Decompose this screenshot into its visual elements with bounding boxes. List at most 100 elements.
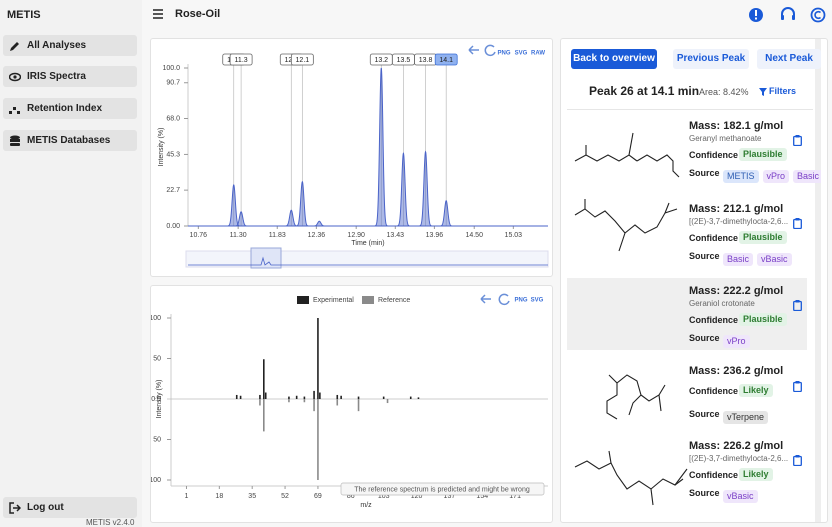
- peak-label[interactable]: 12.1: [296, 57, 310, 64]
- mass-value: 226.2 g/mol: [723, 440, 784, 452]
- copy-button[interactable]: [793, 453, 802, 471]
- copy-icon: [793, 381, 802, 393]
- mass-value: 236.2 g/mol: [723, 365, 784, 377]
- icon: [9, 502, 21, 514]
- toolbar-button[interactable]: PNG: [514, 298, 527, 304]
- candidate-row[interactable]: Mass: 182.1 g/mol Geranyl methanoate Confi…: [567, 113, 821, 193]
- peak-label[interactable]: 11.3: [235, 57, 248, 64]
- source-tag[interactable]: METIS: [723, 170, 759, 183]
- nav-label: Retention Index: [27, 103, 103, 114]
- peak[interactable]: [439, 200, 453, 227]
- y-tick-label: 100: [151, 477, 161, 484]
- legend-label[interactable]: Reference: [378, 297, 410, 304]
- copy-button[interactable]: [793, 133, 802, 151]
- candidate-row[interactable]: Mass: 226.2 g/mol [(2E)-3,7-dimethylocta-…: [567, 433, 807, 513]
- source-tag[interactable]: vPro: [762, 170, 790, 183]
- source-tag[interactable]: vTerpene: [723, 411, 769, 424]
- note-box: [340, 482, 545, 496]
- nav-item[interactable]: IRIS Spectra: [3, 66, 137, 87]
- mass-value: 222.2 g/mol: [723, 285, 784, 297]
- legend-label[interactable]: Experimental: [313, 297, 354, 304]
- x-tick-label: 14.50: [465, 232, 483, 239]
- nav-button[interactable]: Next Peak: [757, 49, 821, 69]
- menu-icon[interactable]: [152, 8, 164, 20]
- peak[interactable]: [312, 220, 326, 227]
- peak-label[interactable]: 13.2: [374, 57, 388, 64]
- source-tag[interactable]: vBasic: [723, 490, 758, 503]
- nav-button[interactable]: Previous Peak: [673, 49, 749, 69]
- filters-button[interactable]: Filters: [759, 86, 796, 96]
- copy-button[interactable]: [793, 298, 802, 316]
- x-tick-label: 13.96: [426, 232, 444, 239]
- nav-item[interactable]: METIS Databases: [3, 130, 137, 151]
- x-tick-label: 13.43: [387, 232, 405, 239]
- x-tick-label: 15.03: [505, 232, 523, 239]
- confidence-label: Confidence: [689, 150, 739, 160]
- header-icons[interactable]: [748, 6, 832, 24]
- y-tick-label: 45.3: [166, 151, 180, 158]
- x-tick-label: 137: [444, 493, 456, 500]
- source-label: Source: [689, 251, 720, 261]
- candidate-name: [(2E)-3,7-dimethylocta-2,6...: [689, 217, 789, 226]
- confidence-label: Confidence: [689, 315, 739, 325]
- peak-title: Peak 26 at 14.1 min: [589, 84, 700, 98]
- peak[interactable]: [284, 209, 298, 227]
- divider: [567, 109, 813, 110]
- candidate-row[interactable]: Mass: 212.1 g/mol [(2E)-3,7-dimethylocta-…: [567, 196, 807, 276]
- filters-label[interactable]: Filters: [769, 86, 797, 96]
- source-tag[interactable]: Basic: [793, 170, 821, 183]
- peak[interactable]: [227, 184, 241, 227]
- spectrum-panel: PNG SVG Experimental Reference 50 100 50 100 0.0…: [150, 285, 553, 523]
- confidence-tag: Plausible: [739, 148, 787, 161]
- logout-button[interactable]: Log out: [3, 497, 137, 518]
- candidate-row[interactable]: Mass: 236.2 g/mol Confidence Likely Source v…: [567, 351, 807, 431]
- toolbar-button[interactable]: RAW: [531, 51, 545, 57]
- peak[interactable]: [234, 211, 248, 227]
- legend-swatch[interactable]: [297, 296, 309, 304]
- scrollbar[interactable]: [815, 39, 821, 522]
- x-tick-label: 12.90: [347, 232, 365, 239]
- peak-label[interactable]: 13.8: [419, 57, 433, 64]
- mass-label: Mass:: [689, 203, 721, 215]
- nav-item[interactable]: All Analyses: [3, 35, 137, 56]
- source-tag[interactable]: vPro: [723, 335, 750, 348]
- peak-label[interactable]: 14.1: [439, 57, 453, 64]
- peak-label[interactable]: 13.5: [397, 57, 411, 64]
- source-tag[interactable]: vBasic: [757, 253, 792, 266]
- nav-button[interactable]: Back to overview: [571, 49, 657, 69]
- legend-swatch[interactable]: [362, 296, 374, 304]
- nav-item[interactable]: Retention Index: [3, 98, 137, 119]
- toolbar-button[interactable]: SVG: [531, 298, 544, 304]
- filter-icon: [759, 88, 767, 96]
- peak[interactable]: [418, 150, 433, 227]
- x-tick-label: 103: [378, 493, 390, 500]
- icon: [10, 135, 20, 146]
- x-tick-label: 86: [347, 493, 355, 500]
- y-axis-label: Intensity (%): [158, 128, 165, 167]
- peak[interactable]: [295, 180, 309, 227]
- peak[interactable]: [374, 67, 388, 227]
- peak[interactable]: [396, 152, 410, 227]
- candidate-mass: Mass: 236.2 g/mol: [689, 365, 783, 377]
- toolbar[interactable]: [468, 44, 496, 57]
- toolbar-button[interactable]: SVG: [515, 51, 528, 57]
- spectrum: PNG SVG Experimental Reference 50 100 50 100 0.0…: [151, 293, 548, 509]
- source-tag[interactable]: Basic: [723, 253, 754, 266]
- peak-label-box[interactable]: [434, 53, 458, 66]
- main: Rose-Oil PNG SVG RAW 0.00 22.7 45.3 68.0 90.7 10…: [142, 0, 832, 527]
- y-tick-label: 0.00: [166, 223, 180, 230]
- peak-label-box[interactable]: [290, 53, 314, 66]
- overview-window[interactable]: [250, 247, 282, 269]
- copy-button[interactable]: [793, 379, 802, 397]
- y-tick-label: 0.0: [151, 396, 161, 403]
- toolbar-button[interactable]: PNG: [497, 51, 510, 57]
- nav-label: IRIS Spectra: [27, 71, 86, 82]
- y-tick-label: 100: [151, 315, 161, 322]
- copy-button[interactable]: [793, 216, 802, 234]
- peak-label-box[interactable]: [229, 53, 253, 66]
- x-tick-label: 12.36: [308, 232, 326, 239]
- peak-details: Back to overview Previous Peak Next Peak Pe…: [560, 38, 828, 523]
- toolbar[interactable]: [480, 293, 510, 306]
- candidate-row[interactable]: Mass: 222.2 g/mol Geraniol crotonate Confi…: [567, 278, 807, 350]
- candidate-mass: Mass: 222.2 g/mol: [689, 285, 783, 297]
